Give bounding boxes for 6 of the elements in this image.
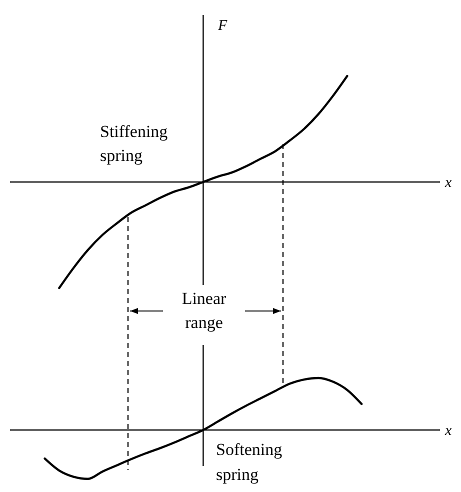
- annotation: Stiffening spring: [100, 122, 168, 165]
- text: Linear range: [182, 289, 227, 332]
- x-axis-title: x: [444, 175, 452, 191]
- x-axis-title: x: [444, 423, 452, 439]
- annotation: Softening spring: [216, 440, 283, 484]
- y-axis-title: F: [217, 18, 228, 34]
